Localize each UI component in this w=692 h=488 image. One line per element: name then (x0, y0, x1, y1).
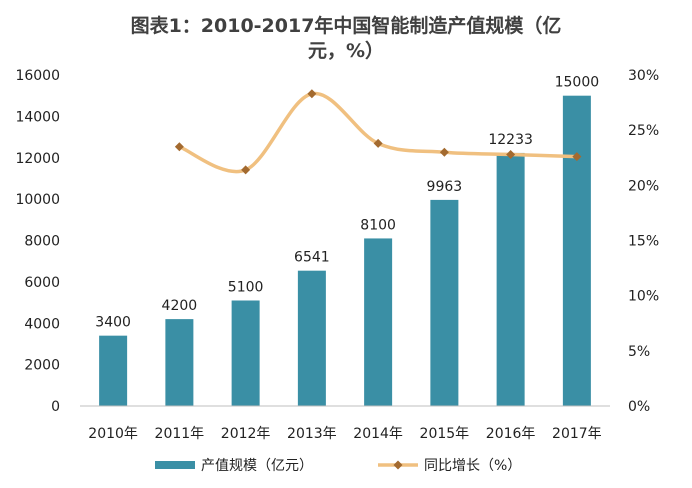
bar-data-label: 4200 (162, 298, 198, 314)
left-axis-tick-label: 4000 (24, 316, 60, 332)
chart-title-line-2: 元，%） (308, 39, 384, 62)
bar (364, 238, 393, 406)
legend-bar-swatch (155, 461, 195, 469)
left-axis-tick-label: 2000 (24, 358, 60, 374)
left-axis: 0 2000 4000 6000 8000 10000 12000 14000 16000 (15, 68, 60, 415)
legend-bar-label: 产值规模（亿元） (201, 458, 313, 474)
line-point-marker (307, 89, 317, 99)
bar (297, 270, 326, 406)
bar (562, 95, 591, 406)
x-axis-tick-label: 2011年 (155, 426, 205, 442)
bar (430, 199, 459, 406)
x-axis-tick-label: 2017年 (552, 426, 602, 442)
line-point-marker (373, 138, 383, 148)
line-series (174, 89, 582, 175)
left-axis-tick-label: 12000 (15, 151, 60, 167)
bar-data-label: 3400 (95, 315, 131, 331)
left-axis-tick-label: 8000 (24, 234, 60, 250)
left-axis-tick-label: 16000 (15, 68, 60, 84)
right-axis: 0% 5% 10% 15% 20% 25% 30% (628, 68, 659, 415)
chart-title-group: 图表1：2010-2017年中国智能制造产值规模（亿元，%） (131, 14, 562, 62)
right-axis-tick-label: 10% (628, 289, 659, 305)
x-axis-tick-label: 2012年 (221, 426, 271, 442)
legend: 产值规模（亿元） 同比增长（%） (155, 458, 521, 474)
line-point-marker (506, 149, 516, 159)
bar-data-label: 12233 (488, 132, 533, 148)
left-axis-tick-label: 6000 (24, 275, 60, 291)
left-axis-tick-label: 14000 (15, 109, 60, 125)
x-axis-tick-label: 2013年 (287, 426, 337, 442)
x-axis-tick-label: 2015年 (420, 426, 470, 442)
legend-line-label: 同比增长（%） (424, 458, 521, 474)
bar (231, 300, 260, 406)
bar (99, 335, 128, 406)
right-axis-tick-label: 25% (628, 123, 659, 139)
line-point-marker (439, 147, 449, 157)
bar-data-label: 6541 (294, 250, 330, 266)
bar-data-label: 9963 (427, 179, 463, 195)
x-axis-tick-label: 2014年 (353, 426, 403, 442)
right-axis-tick-label: 20% (628, 178, 659, 194)
legend-line-marker (393, 460, 403, 470)
bar-data-label: 8100 (360, 217, 396, 233)
x-axis-tick-label: 2016年 (486, 426, 536, 442)
right-axis-tick-label: 5% (628, 344, 650, 360)
line-point-marker (241, 165, 251, 175)
x-axis: 2010年 2011年 2012年 2013年 2014年 2015年 2016年 2017年 (80, 405, 610, 442)
left-axis-tick-label: 10000 (15, 192, 60, 208)
x-axis-tick-label: 2010年 (88, 426, 138, 442)
line-point-marker (572, 152, 582, 162)
bar-data-label: 5100 (228, 279, 264, 295)
bar (496, 152, 525, 406)
right-axis-tick-label: 15% (628, 234, 659, 250)
left-axis-tick-label: 0 (51, 399, 60, 415)
bar (165, 319, 194, 406)
bar-series (99, 95, 591, 406)
bar-data-labels: 3400 4200 5100 6541 8100 9963 12233 15000 (95, 75, 599, 331)
chart-title-line-1: 图表1：2010-2017年中国智能制造产值规模（亿 (131, 14, 562, 37)
right-axis-tick-label: 0% (628, 399, 650, 415)
bar-data-label: 15000 (555, 75, 600, 91)
line-point-marker (174, 142, 184, 152)
right-axis-tick-label: 30% (628, 68, 659, 84)
